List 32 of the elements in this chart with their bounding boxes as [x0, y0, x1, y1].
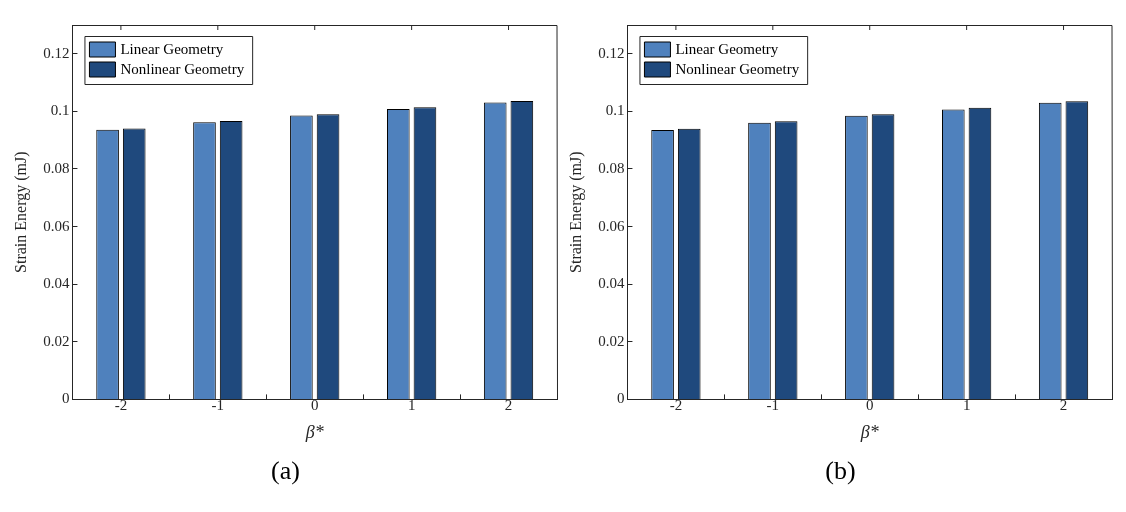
y-tick-label: 0.1	[605, 102, 625, 119]
x-axis-title: β*	[859, 421, 879, 442]
x-tick-label: 1	[962, 397, 971, 414]
y-tick-label: 0.04	[598, 275, 625, 292]
legend-label: Nonlinear Geometry	[120, 60, 245, 77]
legend-label: Linear Geometry	[120, 40, 224, 57]
y-tick-label: 0.04	[43, 275, 70, 292]
y-tick-label: 0.1	[50, 102, 70, 119]
x-tick-label: -1	[211, 397, 225, 414]
y-tick-label: 0.08	[43, 159, 70, 176]
text: (b)	[825, 456, 856, 486]
x-tick-label: 0	[865, 397, 874, 414]
x-axis-title: β*	[304, 421, 324, 442]
x-tick-label: -2	[669, 397, 683, 414]
x-tick-label: -2	[114, 397, 128, 414]
legend-label: Linear Geometry	[675, 40, 779, 57]
y-tick-label: 0.12	[43, 44, 70, 61]
x-tick-label: 2	[1059, 397, 1068, 414]
y-tick-label: 0.02	[43, 332, 70, 349]
x-tick-label: 0	[310, 397, 319, 414]
x-tick-label: -1	[766, 397, 780, 414]
y-tick-label: 0.12	[598, 44, 625, 61]
y-axis-title: Strain Energy (mJ)	[11, 151, 30, 273]
legend-label: Nonlinear Geometry	[675, 60, 800, 77]
y-tick-label: 0.06	[598, 217, 625, 234]
y-tick-label: 0.06	[43, 217, 70, 234]
x-tick-label: 1	[407, 397, 416, 414]
y-axis-title: Strain Energy (mJ)	[566, 151, 585, 273]
text: (a)	[271, 456, 300, 486]
y-tick-label: 0.02	[598, 332, 625, 349]
y-tick-label: 0.08	[598, 159, 625, 176]
x-tick-label: 2	[504, 397, 513, 414]
